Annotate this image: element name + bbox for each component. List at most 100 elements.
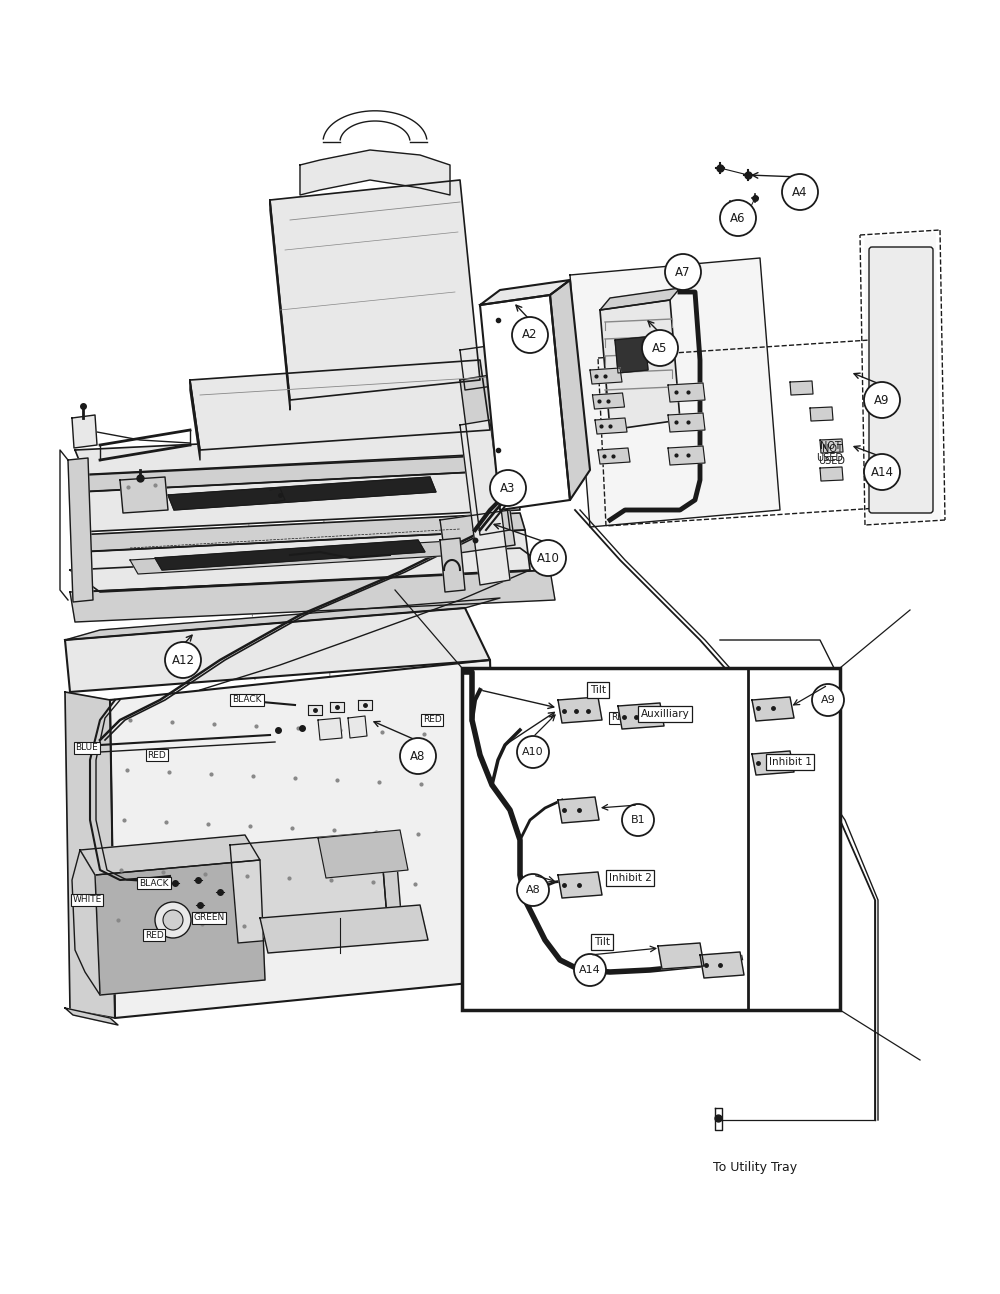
Text: RED: RED	[145, 930, 163, 939]
Circle shape	[720, 201, 756, 236]
Polygon shape	[308, 705, 322, 716]
Circle shape	[812, 685, 844, 716]
Polygon shape	[65, 1008, 118, 1025]
Text: A14: A14	[579, 965, 601, 974]
Polygon shape	[95, 861, 265, 995]
Text: A8: A8	[410, 749, 426, 762]
Circle shape	[622, 804, 654, 836]
Circle shape	[574, 954, 606, 986]
Polygon shape	[558, 872, 602, 898]
Circle shape	[155, 902, 191, 938]
Polygon shape	[550, 280, 590, 499]
Circle shape	[864, 454, 900, 490]
Text: NOT
USED: NOT USED	[818, 444, 846, 466]
Polygon shape	[75, 531, 530, 591]
Polygon shape	[80, 835, 260, 875]
Circle shape	[530, 540, 566, 576]
Text: A3: A3	[500, 481, 516, 494]
Polygon shape	[190, 360, 490, 450]
Polygon shape	[348, 716, 367, 738]
Polygon shape	[260, 905, 428, 952]
Circle shape	[665, 254, 701, 290]
Polygon shape	[752, 751, 794, 775]
Circle shape	[642, 330, 678, 366]
Polygon shape	[270, 201, 290, 410]
Polygon shape	[130, 541, 458, 575]
Polygon shape	[380, 832, 403, 938]
Polygon shape	[558, 797, 599, 823]
Polygon shape	[358, 700, 372, 710]
Text: BLUE: BLUE	[76, 744, 98, 753]
Circle shape	[163, 910, 183, 930]
Polygon shape	[700, 952, 744, 978]
Polygon shape	[570, 258, 780, 527]
Circle shape	[165, 642, 201, 678]
Text: A10: A10	[522, 747, 544, 757]
Polygon shape	[440, 538, 465, 591]
Polygon shape	[318, 829, 408, 879]
Polygon shape	[70, 547, 550, 591]
FancyBboxPatch shape	[869, 247, 933, 512]
Circle shape	[864, 382, 900, 418]
Polygon shape	[72, 850, 100, 995]
Circle shape	[782, 173, 818, 210]
Polygon shape	[330, 703, 344, 712]
Text: Inhibit 2: Inhibit 2	[609, 873, 651, 883]
Text: RED: RED	[611, 713, 629, 722]
Polygon shape	[460, 375, 510, 534]
Polygon shape	[480, 295, 570, 510]
Text: A9: A9	[874, 393, 890, 406]
Polygon shape	[615, 336, 648, 373]
Polygon shape	[65, 608, 490, 692]
Text: WHITE: WHITE	[72, 895, 102, 905]
Polygon shape	[820, 439, 843, 453]
Polygon shape	[300, 150, 450, 195]
Polygon shape	[658, 943, 704, 969]
Text: A6: A6	[730, 211, 746, 224]
Circle shape	[400, 738, 436, 774]
Polygon shape	[480, 280, 570, 305]
Polygon shape	[600, 300, 680, 430]
Polygon shape	[820, 467, 843, 481]
Text: To Utility Tray: To Utility Tray	[713, 1162, 797, 1175]
Text: BLACK: BLACK	[232, 695, 262, 704]
Text: A14: A14	[870, 466, 894, 479]
Text: A5: A5	[652, 342, 668, 355]
Polygon shape	[65, 692, 115, 1018]
Text: RED: RED	[423, 716, 441, 725]
Polygon shape	[668, 446, 705, 465]
Polygon shape	[558, 697, 602, 723]
Polygon shape	[75, 430, 500, 475]
Text: BLACK: BLACK	[139, 879, 169, 888]
Polygon shape	[668, 413, 705, 432]
Polygon shape	[68, 458, 93, 602]
Text: Tilt: Tilt	[590, 685, 606, 695]
Text: Tilt: Tilt	[594, 937, 610, 947]
Polygon shape	[75, 470, 520, 532]
Text: Inhibit 1: Inhibit 1	[769, 757, 811, 767]
Polygon shape	[75, 453, 515, 492]
Polygon shape	[460, 421, 510, 585]
Text: A10: A10	[537, 551, 559, 564]
Text: A8: A8	[526, 885, 540, 895]
Circle shape	[512, 317, 548, 353]
Polygon shape	[668, 383, 705, 402]
Polygon shape	[810, 408, 833, 421]
Polygon shape	[598, 448, 630, 465]
Text: A9: A9	[821, 695, 835, 705]
Polygon shape	[120, 477, 168, 512]
Circle shape	[490, 470, 526, 506]
Bar	[462, 668, 840, 1011]
Polygon shape	[318, 718, 342, 740]
Polygon shape	[592, 393, 624, 409]
Polygon shape	[270, 180, 480, 400]
Text: B1: B1	[631, 815, 645, 826]
Polygon shape	[595, 418, 627, 433]
Polygon shape	[72, 415, 97, 448]
Polygon shape	[75, 512, 525, 553]
Polygon shape	[65, 598, 500, 641]
Text: RED: RED	[148, 751, 166, 760]
Text: A4: A4	[792, 185, 808, 198]
Polygon shape	[600, 289, 680, 311]
Text: NOT
USED: NOT USED	[816, 441, 844, 463]
